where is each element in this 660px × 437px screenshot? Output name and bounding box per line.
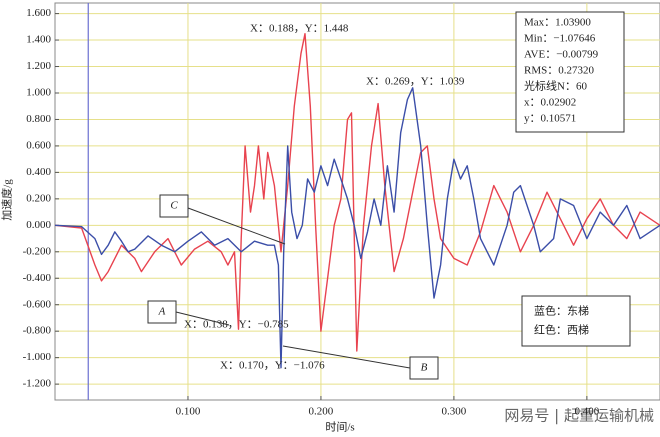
y-axis-label: 加速度/g	[0, 179, 14, 221]
y-tick-label: -0.400	[23, 272, 52, 284]
series-line	[54, 33, 660, 352]
legend-text: 蓝色：东梯	[534, 304, 589, 318]
watermark: 网易号 | 起重运输机械	[504, 407, 654, 425]
y-tick-label: -0.200	[23, 245, 52, 257]
stats-text: AVE：−0.00799	[524, 49, 599, 61]
x-axis-label: 时间/s	[325, 421, 354, 434]
stats-text: Max：1.03900	[524, 17, 591, 29]
stats-text: RMS：0.27320	[524, 65, 594, 77]
y-tick-label: 1.000	[26, 87, 51, 99]
x-tick-label: 0.200	[309, 406, 334, 418]
annotation: X：0.188，Y：1.448	[250, 23, 349, 35]
callout-label: B	[421, 362, 428, 374]
callout-label: C	[170, 200, 178, 212]
y-tick-label: 1.600	[26, 7, 51, 19]
x-tick-label: 0.100	[176, 406, 201, 418]
y-tick-label: -1.200	[23, 378, 52, 390]
callout-arrow	[175, 311, 230, 326]
annotation: X：0.170，Y：−1.076	[220, 360, 325, 372]
legend-text: 红色：西梯	[534, 323, 589, 337]
y-tick-label: 0.000	[26, 219, 51, 231]
y-tick-label: -0.600	[23, 298, 52, 310]
callout-box	[159, 194, 189, 218]
y-tick-label: 1.200	[26, 60, 51, 72]
callout-arrow	[187, 207, 286, 245]
series-line	[54, 87, 660, 369]
stats-text: Min：−1.07646	[524, 33, 596, 45]
callout-arrow	[282, 345, 411, 369]
y-tick-label: -0.800	[23, 325, 52, 337]
stats-text: x：0.02902	[524, 97, 576, 109]
annotation: X：0.138，Y：−0.785	[184, 319, 289, 331]
y-tick-label: 0.200	[26, 192, 51, 204]
y-tick-label: 0.600	[26, 139, 51, 151]
annotation: X：0.269，Y：1.039	[366, 76, 465, 88]
stats-text: 光标线N：60	[524, 79, 587, 93]
callout-box	[409, 356, 439, 380]
callout-box	[147, 300, 177, 324]
callout-label: A	[158, 306, 166, 318]
stats-text: y：0.10571	[524, 113, 576, 125]
x-tick-label: 0.400	[574, 406, 599, 418]
y-tick-label: 0.800	[26, 113, 51, 125]
y-tick-label: -1.000	[23, 351, 52, 363]
y-tick-label: 0.400	[26, 166, 51, 178]
stats-box	[515, 11, 625, 133]
y-tick-label: 1.400	[26, 34, 51, 46]
x-tick-label: 0.300	[442, 406, 467, 418]
legend	[521, 295, 631, 347]
